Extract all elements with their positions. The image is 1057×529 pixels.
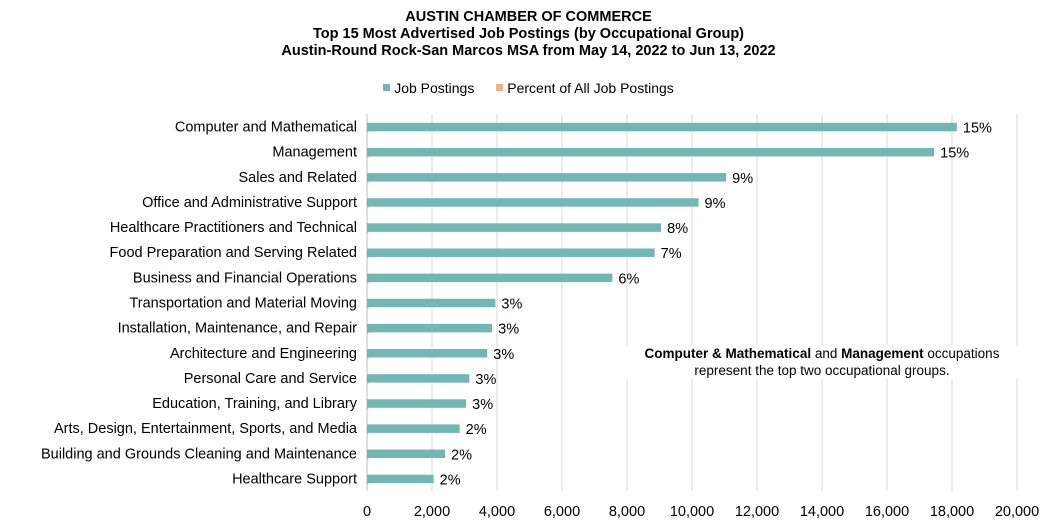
- category-label: Sales and Related: [239, 170, 358, 186]
- job-postings-bar: [367, 198, 699, 207]
- job-postings-bar: [367, 399, 467, 408]
- percent-data-label: 3%: [472, 397, 493, 413]
- percent-bar: [367, 181, 369, 184]
- legend-item-job-postings: Job Postings: [383, 80, 474, 96]
- percent-bar: [367, 231, 369, 234]
- legend-label-percent: Percent of All Job Postings: [507, 79, 674, 96]
- annotation-line1: Computer & Mathematical and Management o…: [622, 345, 1022, 362]
- category-label: Education, Training, and Library: [152, 396, 357, 412]
- percent-bar: [367, 282, 369, 284]
- percent-data-label: 6%: [618, 271, 639, 287]
- percent-data-label: 9%: [705, 196, 726, 212]
- percent-data-label: 15%: [963, 121, 992, 137]
- category-label: Installation, Maintenance, and Repair: [118, 321, 358, 337]
- percent-data-label: 3%: [493, 347, 514, 363]
- annotation-bold-computer: Computer & Mathematical: [644, 346, 812, 361]
- legend-label-job-postings: Job Postings: [394, 79, 475, 96]
- percent-data-label: 2%: [466, 422, 487, 438]
- category-label: Transportation and Material Moving: [129, 296, 357, 312]
- legend-swatch-job-postings: [383, 84, 391, 91]
- annotation-line2: represent the top two occupational group…: [694, 363, 950, 378]
- category-label: Personal Care and Service: [184, 371, 357, 387]
- category-label: Architecture and Engineering: [170, 346, 357, 362]
- category-label: Healthcare Practitioners and Technical: [110, 220, 357, 236]
- percent-data-label: 3%: [501, 297, 522, 313]
- x-tick-label: 20,000: [995, 504, 1039, 520]
- annotation-text-and: and: [811, 346, 842, 361]
- job-postings-bar: [367, 474, 434, 484]
- x-tick-label: 14,000: [800, 504, 844, 520]
- percent-data-label: 15%: [940, 146, 969, 162]
- category-label: Healthcare Support: [232, 471, 357, 487]
- chart-title-block: AUSTIN CHAMBER OF COMMERCE Top 15 Most A…: [0, 9, 1057, 60]
- job-postings-bar: [367, 173, 727, 182]
- x-tick-label: 6,000: [544, 504, 580, 520]
- job-postings-bar: [367, 349, 488, 358]
- percent-bar: [367, 483, 369, 485]
- job-postings-bar: [367, 273, 613, 283]
- x-tick-label: 4,000: [479, 504, 515, 520]
- category-label: Business and Financial Operations: [133, 270, 357, 286]
- percent-bar: [367, 206, 369, 209]
- job-postings-bar: [367, 323, 493, 333]
- job-postings-bar: [367, 374, 470, 383]
- percent-bar: [367, 382, 369, 385]
- x-tick-label: 2,000: [414, 504, 450, 520]
- annotation-text-occupations: occupations: [923, 346, 1000, 361]
- percent-bar: [367, 357, 369, 360]
- percent-data-label: 2%: [451, 447, 472, 463]
- category-label: Food Preparation and Serving Related: [110, 245, 357, 261]
- percent-data-label: 8%: [667, 221, 688, 237]
- percent-bar: [367, 156, 369, 158]
- percent-data-label: 2%: [440, 472, 461, 488]
- percent-bar: [367, 432, 369, 435]
- x-tick-label: 0: [363, 504, 371, 520]
- job-postings-bar: [367, 298, 496, 308]
- percent-bar: [367, 332, 369, 334]
- chart-title-line1: AUSTIN CHAMBER OF COMMERCE: [405, 9, 652, 25]
- category-label: Office and Administrative Support: [142, 195, 357, 211]
- legend-swatch-percent: [496, 84, 504, 91]
- percent-bar: [367, 131, 369, 133]
- percent-bar: [367, 458, 369, 460]
- job-postings-bar: [367, 248, 655, 257]
- percent-bar: [367, 407, 369, 410]
- percent-bar: [367, 307, 369, 309]
- annotation-bold-management: Management: [841, 346, 924, 361]
- job-postings-bar: [367, 449, 445, 459]
- chart-title-line2: Top 15 Most Advertised Job Postings (by …: [312, 26, 744, 42]
- x-tick-label: 16,000: [865, 504, 909, 520]
- percent-data-label: 3%: [475, 372, 496, 388]
- category-label: Management: [272, 145, 357, 161]
- x-tick-label: 18,000: [930, 504, 974, 520]
- x-tick-label: 8,000: [609, 504, 645, 520]
- percent-data-label: 7%: [661, 246, 682, 262]
- category-label: Building and Grounds Cleaning and Mainte…: [41, 446, 357, 462]
- chart-title-line3: Austin-Round Rock-San Marcos MSA from Ma…: [281, 43, 776, 59]
- x-tick-label: 12,000: [735, 504, 779, 520]
- job-postings-bar: [367, 223, 662, 232]
- job-postings-bar: [367, 122, 957, 132]
- percent-data-label: 9%: [732, 171, 753, 187]
- job-postings-bar: [367, 147, 935, 157]
- category-label: Computer and Mathematical: [175, 120, 357, 136]
- percent-data-label: 3%: [498, 322, 519, 338]
- chart-annotation: Computer & Mathematical and Management o…: [622, 345, 1022, 379]
- job-postings-bar: [367, 424, 460, 433]
- legend-item-percent: Percent of All Job Postings: [496, 80, 674, 96]
- category-label: Arts, Design, Entertainment, Sports, and…: [54, 421, 358, 437]
- chart-legend: Job Postings Percent of All Job Postings: [0, 78, 1057, 96]
- percent-bar: [367, 256, 369, 259]
- x-tick-label: 10,000: [670, 504, 714, 520]
